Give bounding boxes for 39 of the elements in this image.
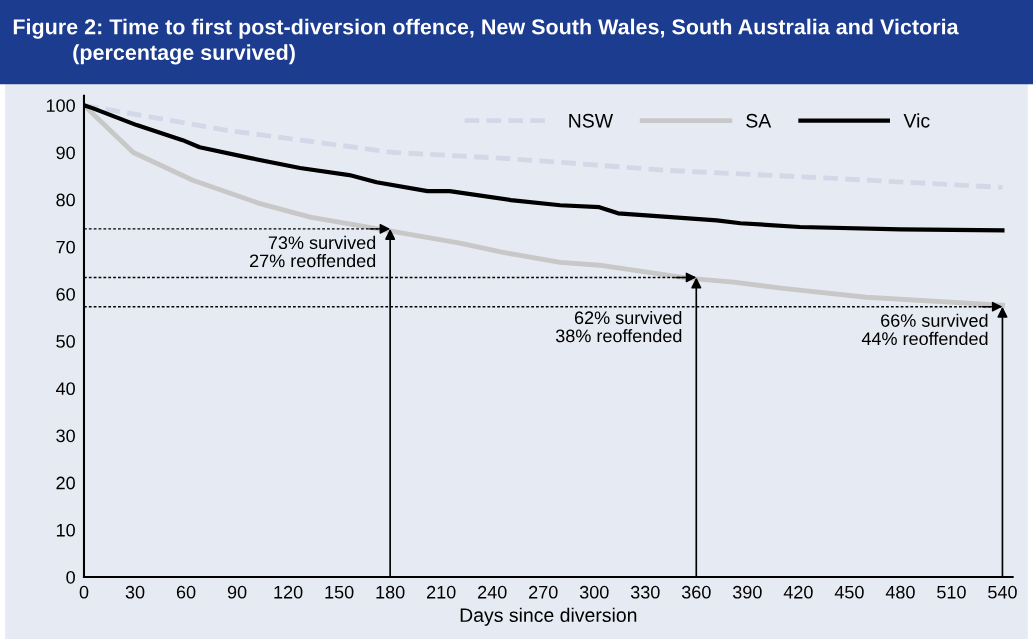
x-tick-label: 30	[125, 585, 145, 599]
y-tick-label: 70	[56, 240, 75, 254]
x-tick-label: 510	[937, 585, 966, 599]
x-tick-label: 540	[988, 585, 1017, 599]
x-tick-label: 480	[885, 585, 915, 599]
x-tick-label: 360	[681, 585, 711, 599]
y-tick-label: 50	[56, 335, 75, 348]
line-series	[83, 102, 1005, 190]
x-tick-label: 150	[325, 585, 354, 599]
y-tick-label: 60	[56, 287, 75, 301]
y-tick-label: 10	[56, 523, 75, 537]
x-tick-label: 120	[274, 585, 303, 599]
annotation: 73% survived 27% reoffended	[249, 235, 376, 268]
x-tick-label: 390	[732, 585, 762, 599]
x-tick-label: 180	[376, 585, 405, 599]
x-axis-title: Days since diversion	[460, 607, 637, 626]
x-tick-label: 450	[834, 585, 864, 599]
y-tick-label: 80	[56, 193, 75, 207]
x-tick-label: 90	[227, 585, 247, 599]
x-tick-label: 60	[176, 585, 196, 599]
annotation: 66% survived 44% reoffended	[861, 313, 988, 346]
y-tick-label: 30	[56, 429, 75, 443]
legend-label: SA	[746, 113, 772, 128]
y-tick-label: 90	[56, 146, 75, 160]
y-tick-label: 20	[56, 476, 75, 490]
y-tick-label: 40	[55, 382, 75, 396]
y-tick-label: 100	[46, 99, 75, 112]
x-tick-label: 210	[427, 585, 456, 599]
legend-label: NSW	[569, 113, 614, 128]
legend-label: Vic	[903, 113, 930, 128]
x-tick-label: 240	[478, 585, 507, 599]
chart-title: Figure 2: Time to first post-diversion offence, New South Wales, South Australia and Victoria (percentage survived)	[13, 18, 959, 65]
x-tick-label: 270	[529, 585, 558, 599]
x-tick-label: 300	[579, 585, 609, 599]
x-tick-label: 330	[630, 585, 660, 599]
x-tick-label: 420	[783, 585, 813, 599]
y-tick-label: 0	[66, 570, 75, 584]
annotation: 62% survived 38% reoffended	[555, 310, 682, 343]
x-tick-label: 0	[79, 585, 89, 599]
